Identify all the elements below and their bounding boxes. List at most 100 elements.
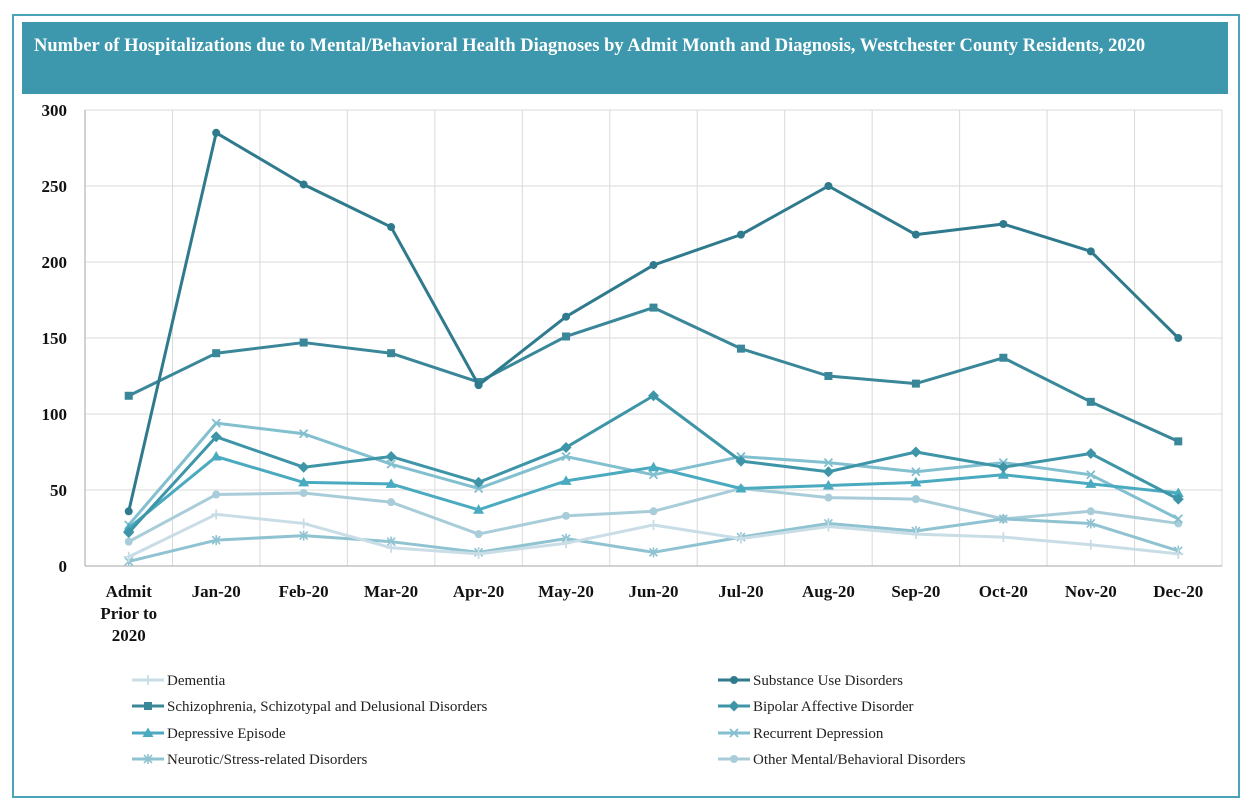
data-point — [648, 519, 659, 530]
x-tick-label: Jul-20 — [718, 582, 763, 601]
legend-marker — [144, 702, 152, 710]
data-point — [387, 349, 396, 358]
data-point — [1085, 478, 1097, 488]
data-point — [998, 532, 1009, 543]
legend-marker — [730, 676, 738, 684]
data-point — [997, 469, 1009, 479]
legend-marker — [730, 755, 738, 763]
legend-label: Schizophrenia, Schizotypal and Delusiona… — [167, 699, 488, 715]
chart-title-bar: Number of Hospitalizations due to Mental… — [22, 22, 1228, 94]
data-point — [124, 391, 133, 400]
data-point — [560, 475, 572, 485]
data-point — [473, 483, 484, 494]
data-point — [561, 451, 571, 462]
data-point — [911, 495, 920, 504]
data-point — [1085, 539, 1096, 550]
data-point — [649, 303, 658, 312]
data-point — [211, 509, 222, 520]
chart-frame — [12, 14, 1240, 798]
legend-item: Recurrent Depression — [718, 726, 884, 742]
data-point — [1086, 507, 1095, 516]
x-tick-label: Sep-20 — [891, 582, 940, 601]
data-point — [562, 511, 571, 520]
data-point — [648, 461, 659, 472]
data-point — [385, 451, 397, 463]
x-tick-label: Oct-20 — [979, 582, 1028, 601]
data-point — [1085, 448, 1097, 460]
data-point — [910, 529, 921, 540]
data-point — [386, 459, 396, 469]
data-point — [999, 220, 1008, 228]
data-point — [299, 489, 308, 498]
data-point — [299, 180, 308, 189]
legend-label: Dementia — [167, 673, 226, 689]
legend-item: Bipolar Affective Disorder — [718, 699, 914, 715]
data-point — [560, 441, 572, 453]
data-point — [212, 490, 221, 499]
data-point — [1172, 487, 1184, 498]
x-tick-label: Nov-20 — [1065, 582, 1117, 601]
data-point — [298, 476, 310, 487]
x-tick-label: Apr-20 — [453, 582, 504, 601]
data-point — [1173, 548, 1184, 559]
data-point — [822, 466, 834, 478]
data-point — [911, 467, 921, 477]
data-point — [210, 451, 222, 461]
data-point — [736, 230, 745, 239]
legend-marker — [143, 754, 153, 764]
data-point — [823, 521, 834, 532]
x-tick-label: May-20 — [538, 582, 594, 601]
series-dementia — [123, 509, 1184, 562]
data-point — [299, 338, 308, 347]
data-point — [911, 379, 920, 388]
legend-label: Bipolar Affective Disorder — [753, 699, 914, 715]
data-point — [473, 476, 485, 488]
data-point — [212, 128, 221, 137]
data-point — [473, 504, 485, 514]
x-tick-label: Jun-20 — [628, 582, 678, 601]
legend-label: Recurrent Depression — [753, 726, 884, 742]
data-point — [1086, 397, 1095, 406]
legend-marker — [728, 700, 740, 712]
series-line — [128, 306, 1179, 443]
legend-label: Neurotic/Stress-related Disorders — [167, 752, 368, 768]
data-point — [211, 535, 221, 546]
legend-item: Schizophrenia, Schizotypal and Delusiona… — [132, 699, 488, 715]
y-tick-label: 0 — [59, 557, 68, 576]
data-point — [824, 182, 833, 190]
data-point — [298, 461, 310, 473]
data-point — [1086, 470, 1096, 480]
data-point — [123, 551, 134, 562]
y-tick-label: 150 — [42, 329, 68, 348]
data-point — [823, 458, 834, 468]
data-point — [648, 547, 659, 558]
x-tick-label: Mar-20 — [364, 582, 418, 601]
x-tick-label: Jan-20 — [192, 582, 241, 601]
data-point — [386, 542, 397, 553]
data-point — [210, 431, 222, 443]
data-point — [648, 390, 659, 402]
data-point — [299, 429, 309, 439]
legend-label: Other Mental/Behavioral Disorders — [753, 752, 966, 768]
legend-label: Depressive Episode — [167, 726, 286, 742]
data-point — [648, 470, 659, 480]
data-point — [387, 498, 396, 507]
data-point — [822, 479, 834, 490]
data-point — [910, 446, 922, 458]
data-point — [299, 530, 309, 541]
x-tick-label: Admit Prior to 2020 — [100, 582, 157, 645]
data-point — [385, 478, 397, 488]
data-point — [473, 548, 484, 559]
data-point — [911, 230, 920, 239]
data-point — [1086, 518, 1096, 529]
data-point — [824, 493, 833, 502]
data-point — [1173, 514, 1183, 524]
grid-lines — [85, 109, 1223, 566]
axes: 0 50 100 150 200 250 300 Admit Prior to 2020 Jan-2… — [42, 101, 1222, 645]
data-point — [562, 332, 571, 341]
legend-marker — [143, 675, 153, 685]
chart-title: Number of Hospitalizations due to Mental… — [34, 36, 1146, 56]
legend-marker — [142, 727, 154, 737]
data-point — [649, 261, 658, 270]
y-tick-label: 250 — [42, 177, 68, 196]
